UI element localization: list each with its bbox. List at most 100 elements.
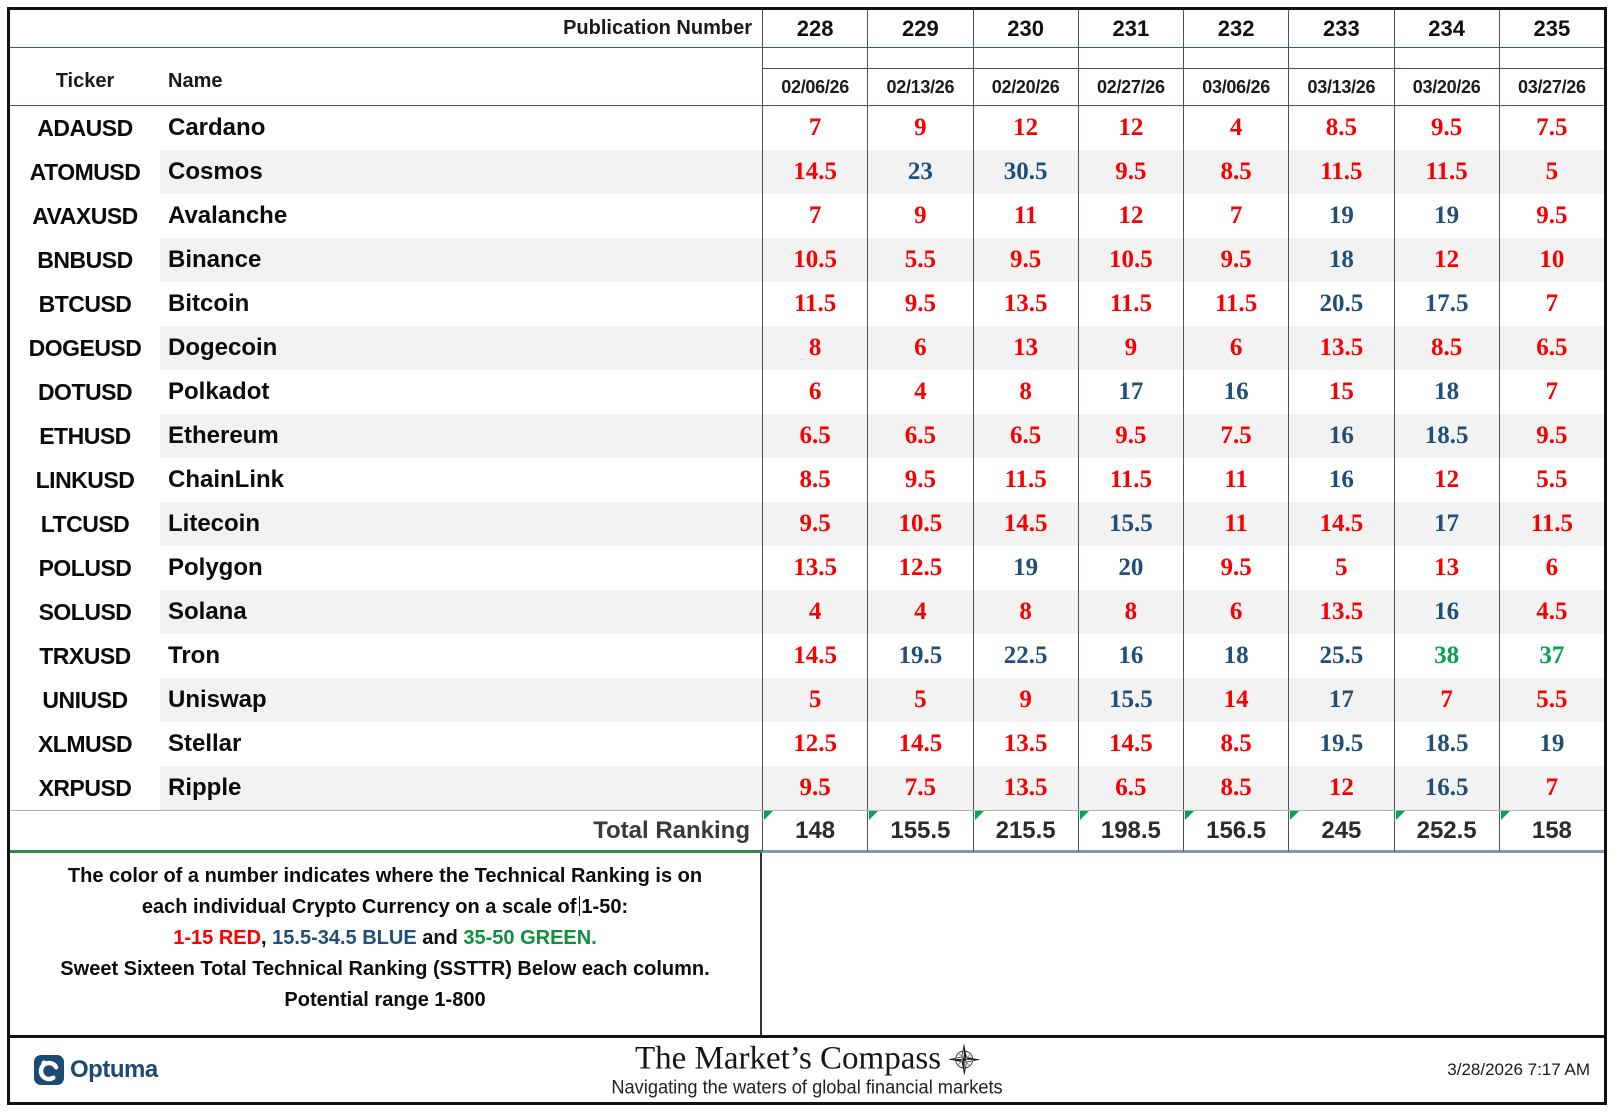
ranking-value-cell: 5 [867,678,973,722]
ranking-value-cell: 19 [1393,194,1499,238]
total-ranking-value: 148 [762,811,868,853]
ranking-value-cell: 8.5 [1393,326,1499,370]
ranking-value-cell: 6 [1183,590,1289,634]
name-cell: ChainLink [168,466,285,493]
table-header: Publication Number Ticker Name 228 229 230… [10,10,1604,106]
ticker-cell: SOLUSD [10,590,160,634]
ranking-value-cell: 16 [1183,370,1288,414]
ranking-value-cell: 5.5 [1498,678,1604,722]
ticker-cell: BNBUSD [10,238,160,282]
table-row: UNIUSD Uniswap 5 5 9 15.5 14 17 7 5.5 [10,678,1604,722]
ranking-value-cell: 9.5 [762,766,868,810]
publication-number-cell: 230 [972,10,1078,48]
table-row: SOLUSD Solana 4 4 8 8 6 13.5 16 4.5 [10,590,1604,634]
ranking-value-cell: 18 [1393,370,1499,414]
ticker-cell: DOTUSD [10,370,160,414]
ranking-value-cell: 9 [867,106,972,150]
ranking-value-cell: 12 [1077,106,1183,150]
ranking-value-cell: 12 [1393,458,1499,502]
ranking-value-cell: 7 [1498,282,1604,326]
ranking-value-cell: 10 [1498,238,1604,282]
table-row: LTCUSD Litecoin 9.5 10.5 14.5 15.5 11 14.5 17 11.… [10,502,1604,546]
ranking-value-cell: 9.5 [1183,238,1289,282]
ticker-name-header-cell: Ticker Name [10,48,762,106]
ranking-value-cell: 7 [1498,370,1604,414]
ranking-value-cell: 14.5 [1077,722,1183,766]
ranking-value-cell: 12 [1077,194,1183,238]
table-row: TRXUSD Tron 14.5 19.5 22.5 16 18 25.5 38 37 [10,634,1604,678]
ranking-value-cell: 20.5 [1288,282,1393,326]
markets-compass-logo: The Market’s Compass [603,1041,1011,1100]
ranking-value-cell: 12.5 [762,722,867,766]
ranking-value-cell: 7.5 [1498,106,1604,150]
table-row: ADAUSD Cardano 7 9 12 12 4 8.5 9.5 7.5 [10,106,1604,150]
ranking-value-cell: 18 [1288,238,1394,282]
publication-number-label: Publication Number [10,10,762,48]
ranking-value-cell: 5 [1288,546,1393,590]
ranking-value-cell: 11.5 [1077,458,1183,502]
name-cell: Ripple [160,766,762,810]
name-cell: Binance [160,238,762,282]
ranking-value-cell: 8.5 [1288,106,1393,150]
compass-rose-icon [949,1044,980,1074]
table-row: ATOMUSD Cosmos 14.5 23 30.5 9.5 8.5 11.5 11.5 5 [10,150,1604,194]
publication-number-cell: 231 [1077,10,1183,48]
table-row: DOTUSD Polkadot 6 4 8 17 16 15 18 7 [10,370,1604,414]
ranking-value-cell: 6.5 [1498,326,1604,370]
ranking-value-cell: 9.5 [1077,414,1183,458]
ranking-value-cell: 10.5 [867,502,973,546]
notes-section: The color of a number indicates where th… [10,853,1604,1038]
total-ranking-value: 252.5 [1393,811,1499,853]
ranking-value-cell: 38 [1393,634,1499,678]
date-header-cell: 03/20/26 [1393,69,1499,106]
footer-bar: Optuma The Market’s Compass [10,1038,1604,1102]
ranking-value-cell: 9 [1077,326,1183,370]
date-header-cell: 02/20/26 [972,69,1078,106]
ranking-value-cell: 11.5 [1288,150,1394,194]
ticker-cell: AVAXUSD [10,194,160,238]
ranking-value-cell: 23 [867,150,973,194]
ranking-value-cell: 15.5 [1077,502,1183,546]
ranking-value-cell: 14.5 [762,150,868,194]
ticker-cell: ETHUSD [10,414,160,458]
ranking-value-cell: 19 [972,546,1078,590]
name-cell: Polygon [168,554,263,581]
ranking-value-cell: 14.5 [972,502,1078,546]
ranking-value-cell: 8.5 [1183,766,1289,810]
ranking-value-cell: 7 [762,194,867,238]
ranking-value-cell: 13.5 [972,766,1078,810]
ranking-value-cell: 17 [1077,370,1183,414]
ranking-value-cell: 25.5 [1288,634,1393,678]
name-cell: Avalanche [168,202,288,229]
ticker-cell: XRPUSD [10,766,160,810]
ranking-value-cell: 4 [867,590,973,634]
legend-line-2a: each individual Crypto Currency on a sca… [141,896,577,918]
ranking-value-cell: 14.5 [867,722,972,766]
legend-line-1: The color of a number indicates where th… [67,865,703,887]
header-spacer-cell [867,48,973,69]
ticker-cell: DOGEUSD [10,326,160,370]
ranking-value-cell: 17.5 [1393,282,1499,326]
ranking-value-cell: 13.5 [972,722,1078,766]
header-spacer-cell [972,48,1078,69]
table-row: LINKUSD ChainLink 8.5 9.5 11.5 11.5 11 16 12 5.5 [10,458,1604,502]
ranking-value-cell: 22.5 [972,634,1078,678]
ranking-value-cell: 6.5 [867,414,973,458]
header-left-section: Publication Number Ticker Name [10,10,762,106]
ranking-value-cell: 4 [867,370,972,414]
ranking-value-cell: 11.5 [972,458,1078,502]
ranking-value-cell: 12 [972,106,1078,150]
total-ranking-label: Total Ranking [10,811,762,853]
ranking-value-cell: 6 [1183,326,1289,370]
date-header-cell: 03/06/26 [1183,69,1289,106]
ranking-value-cell: 7 [1393,678,1499,722]
header-right-grid: 228 229 230 231 232 233 234 235 02/06/26 02/13/26… [762,10,1604,106]
ranking-value-cell: 13.5 [1288,326,1394,370]
ranking-value-cell: 14.5 [1288,502,1394,546]
ranking-value-cell: 11.5 [1498,502,1604,546]
ranking-value-cell: 12 [1393,238,1499,282]
ticker-cell: UNIUSD [10,678,160,722]
ranking-value-cell: 13.5 [762,546,867,590]
ranking-value-cell: 17 [1393,502,1499,546]
ranking-value-cell: 9.5 [762,502,868,546]
